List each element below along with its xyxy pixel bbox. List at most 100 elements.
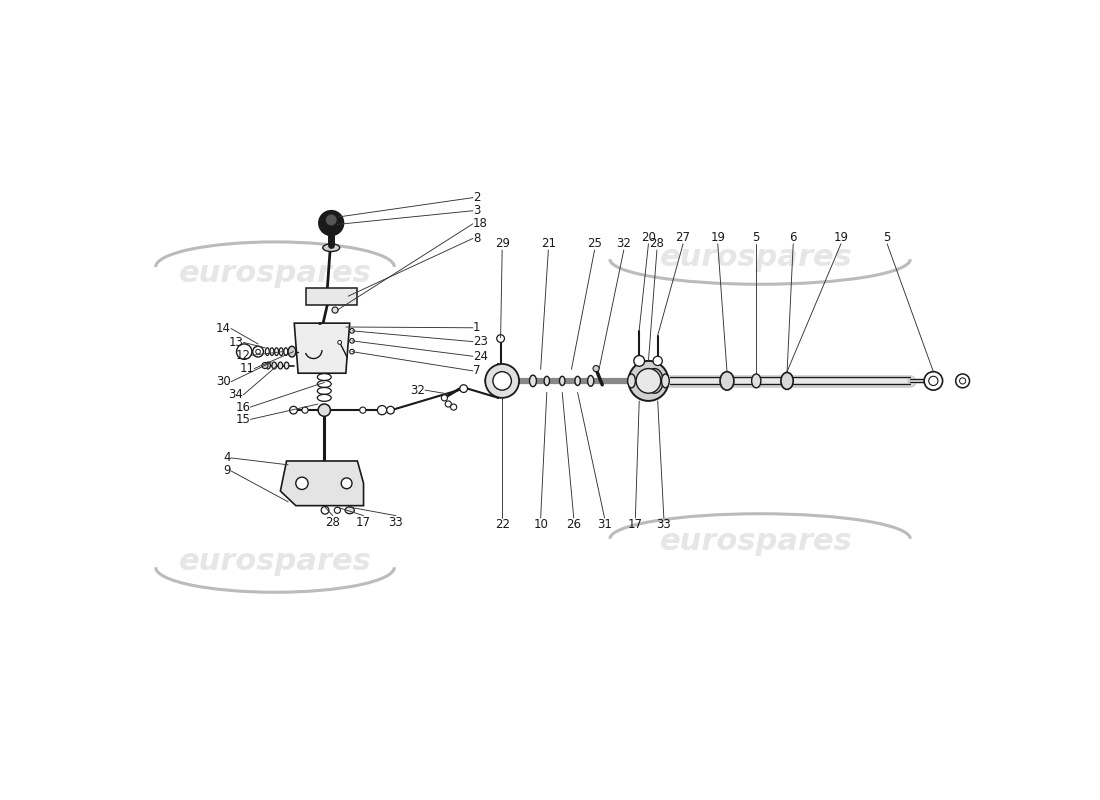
Ellipse shape xyxy=(628,374,636,388)
Text: 7: 7 xyxy=(473,364,481,378)
Text: 8: 8 xyxy=(473,232,481,245)
Circle shape xyxy=(493,372,512,390)
Text: 21: 21 xyxy=(541,237,556,250)
Text: 4: 4 xyxy=(223,451,231,464)
Circle shape xyxy=(593,366,600,372)
Text: 20: 20 xyxy=(641,231,656,244)
Circle shape xyxy=(318,404,330,416)
Text: 33: 33 xyxy=(657,518,671,531)
Circle shape xyxy=(451,404,456,410)
Circle shape xyxy=(956,374,969,388)
Circle shape xyxy=(928,376,938,386)
Text: eurospares: eurospares xyxy=(660,526,852,555)
Circle shape xyxy=(497,334,505,342)
Text: 32: 32 xyxy=(616,237,631,250)
Ellipse shape xyxy=(288,346,296,357)
Circle shape xyxy=(262,362,268,369)
Text: 15: 15 xyxy=(235,413,251,426)
Ellipse shape xyxy=(345,506,354,514)
Text: 23: 23 xyxy=(473,335,487,348)
Ellipse shape xyxy=(720,372,734,390)
Circle shape xyxy=(301,407,308,414)
Circle shape xyxy=(350,329,354,333)
Circle shape xyxy=(446,401,451,407)
Ellipse shape xyxy=(781,373,793,390)
Text: 31: 31 xyxy=(597,518,612,531)
Circle shape xyxy=(321,506,329,514)
Circle shape xyxy=(377,406,387,414)
Text: 34: 34 xyxy=(229,388,243,402)
Text: 11: 11 xyxy=(239,362,254,375)
Polygon shape xyxy=(295,323,350,373)
Ellipse shape xyxy=(266,362,271,369)
Circle shape xyxy=(341,478,352,489)
Circle shape xyxy=(338,341,342,344)
Text: 3: 3 xyxy=(473,204,481,218)
Ellipse shape xyxy=(529,375,537,386)
Text: 27: 27 xyxy=(675,231,691,244)
Ellipse shape xyxy=(575,376,581,386)
Text: 22: 22 xyxy=(495,518,509,531)
Circle shape xyxy=(326,214,338,226)
Circle shape xyxy=(653,356,662,366)
Circle shape xyxy=(332,307,338,313)
Circle shape xyxy=(441,394,448,401)
Text: 19: 19 xyxy=(834,231,848,244)
Text: 10: 10 xyxy=(534,518,548,531)
Circle shape xyxy=(636,369,661,394)
Circle shape xyxy=(334,507,341,514)
Text: 26: 26 xyxy=(566,518,581,531)
Polygon shape xyxy=(280,461,363,506)
Circle shape xyxy=(319,210,343,235)
Text: 28: 28 xyxy=(326,516,340,529)
Text: 2: 2 xyxy=(473,191,481,204)
Text: 28: 28 xyxy=(649,237,664,250)
Text: 5: 5 xyxy=(883,231,891,244)
Circle shape xyxy=(289,406,297,414)
Circle shape xyxy=(360,407,366,414)
Circle shape xyxy=(350,350,354,354)
Text: 13: 13 xyxy=(229,336,243,349)
Text: 25: 25 xyxy=(587,237,602,250)
Circle shape xyxy=(460,385,467,393)
Ellipse shape xyxy=(560,376,565,386)
Ellipse shape xyxy=(751,374,761,388)
Circle shape xyxy=(628,361,669,401)
Circle shape xyxy=(296,477,308,490)
Bar xyxy=(306,288,356,305)
Text: 29: 29 xyxy=(495,237,509,250)
Circle shape xyxy=(350,338,354,343)
Circle shape xyxy=(236,344,252,359)
Circle shape xyxy=(959,378,966,384)
Text: 18: 18 xyxy=(473,218,487,230)
Ellipse shape xyxy=(587,375,594,386)
Ellipse shape xyxy=(322,244,340,251)
Text: 24: 24 xyxy=(473,350,488,362)
Circle shape xyxy=(255,350,261,354)
Text: 12: 12 xyxy=(235,349,251,362)
Text: 1: 1 xyxy=(473,322,481,334)
Text: eurospares: eurospares xyxy=(178,547,372,576)
Circle shape xyxy=(924,372,943,390)
Ellipse shape xyxy=(272,362,276,369)
Circle shape xyxy=(253,346,264,357)
Circle shape xyxy=(485,364,519,398)
Text: 6: 6 xyxy=(790,231,798,244)
Circle shape xyxy=(634,355,645,366)
Text: eurospares: eurospares xyxy=(178,258,372,288)
Text: 33: 33 xyxy=(388,516,404,529)
Text: eurospares: eurospares xyxy=(660,243,852,272)
Text: 17: 17 xyxy=(628,518,642,531)
Text: 19: 19 xyxy=(711,231,725,244)
Text: 30: 30 xyxy=(217,375,231,388)
Text: 9: 9 xyxy=(223,465,231,478)
Text: 14: 14 xyxy=(216,322,231,335)
Ellipse shape xyxy=(284,362,289,369)
Ellipse shape xyxy=(278,362,283,369)
Text: 16: 16 xyxy=(235,401,251,414)
Ellipse shape xyxy=(661,374,669,388)
Ellipse shape xyxy=(544,376,550,386)
Text: 32: 32 xyxy=(410,384,425,397)
Text: 5: 5 xyxy=(752,231,760,244)
Text: 17: 17 xyxy=(356,516,371,529)
